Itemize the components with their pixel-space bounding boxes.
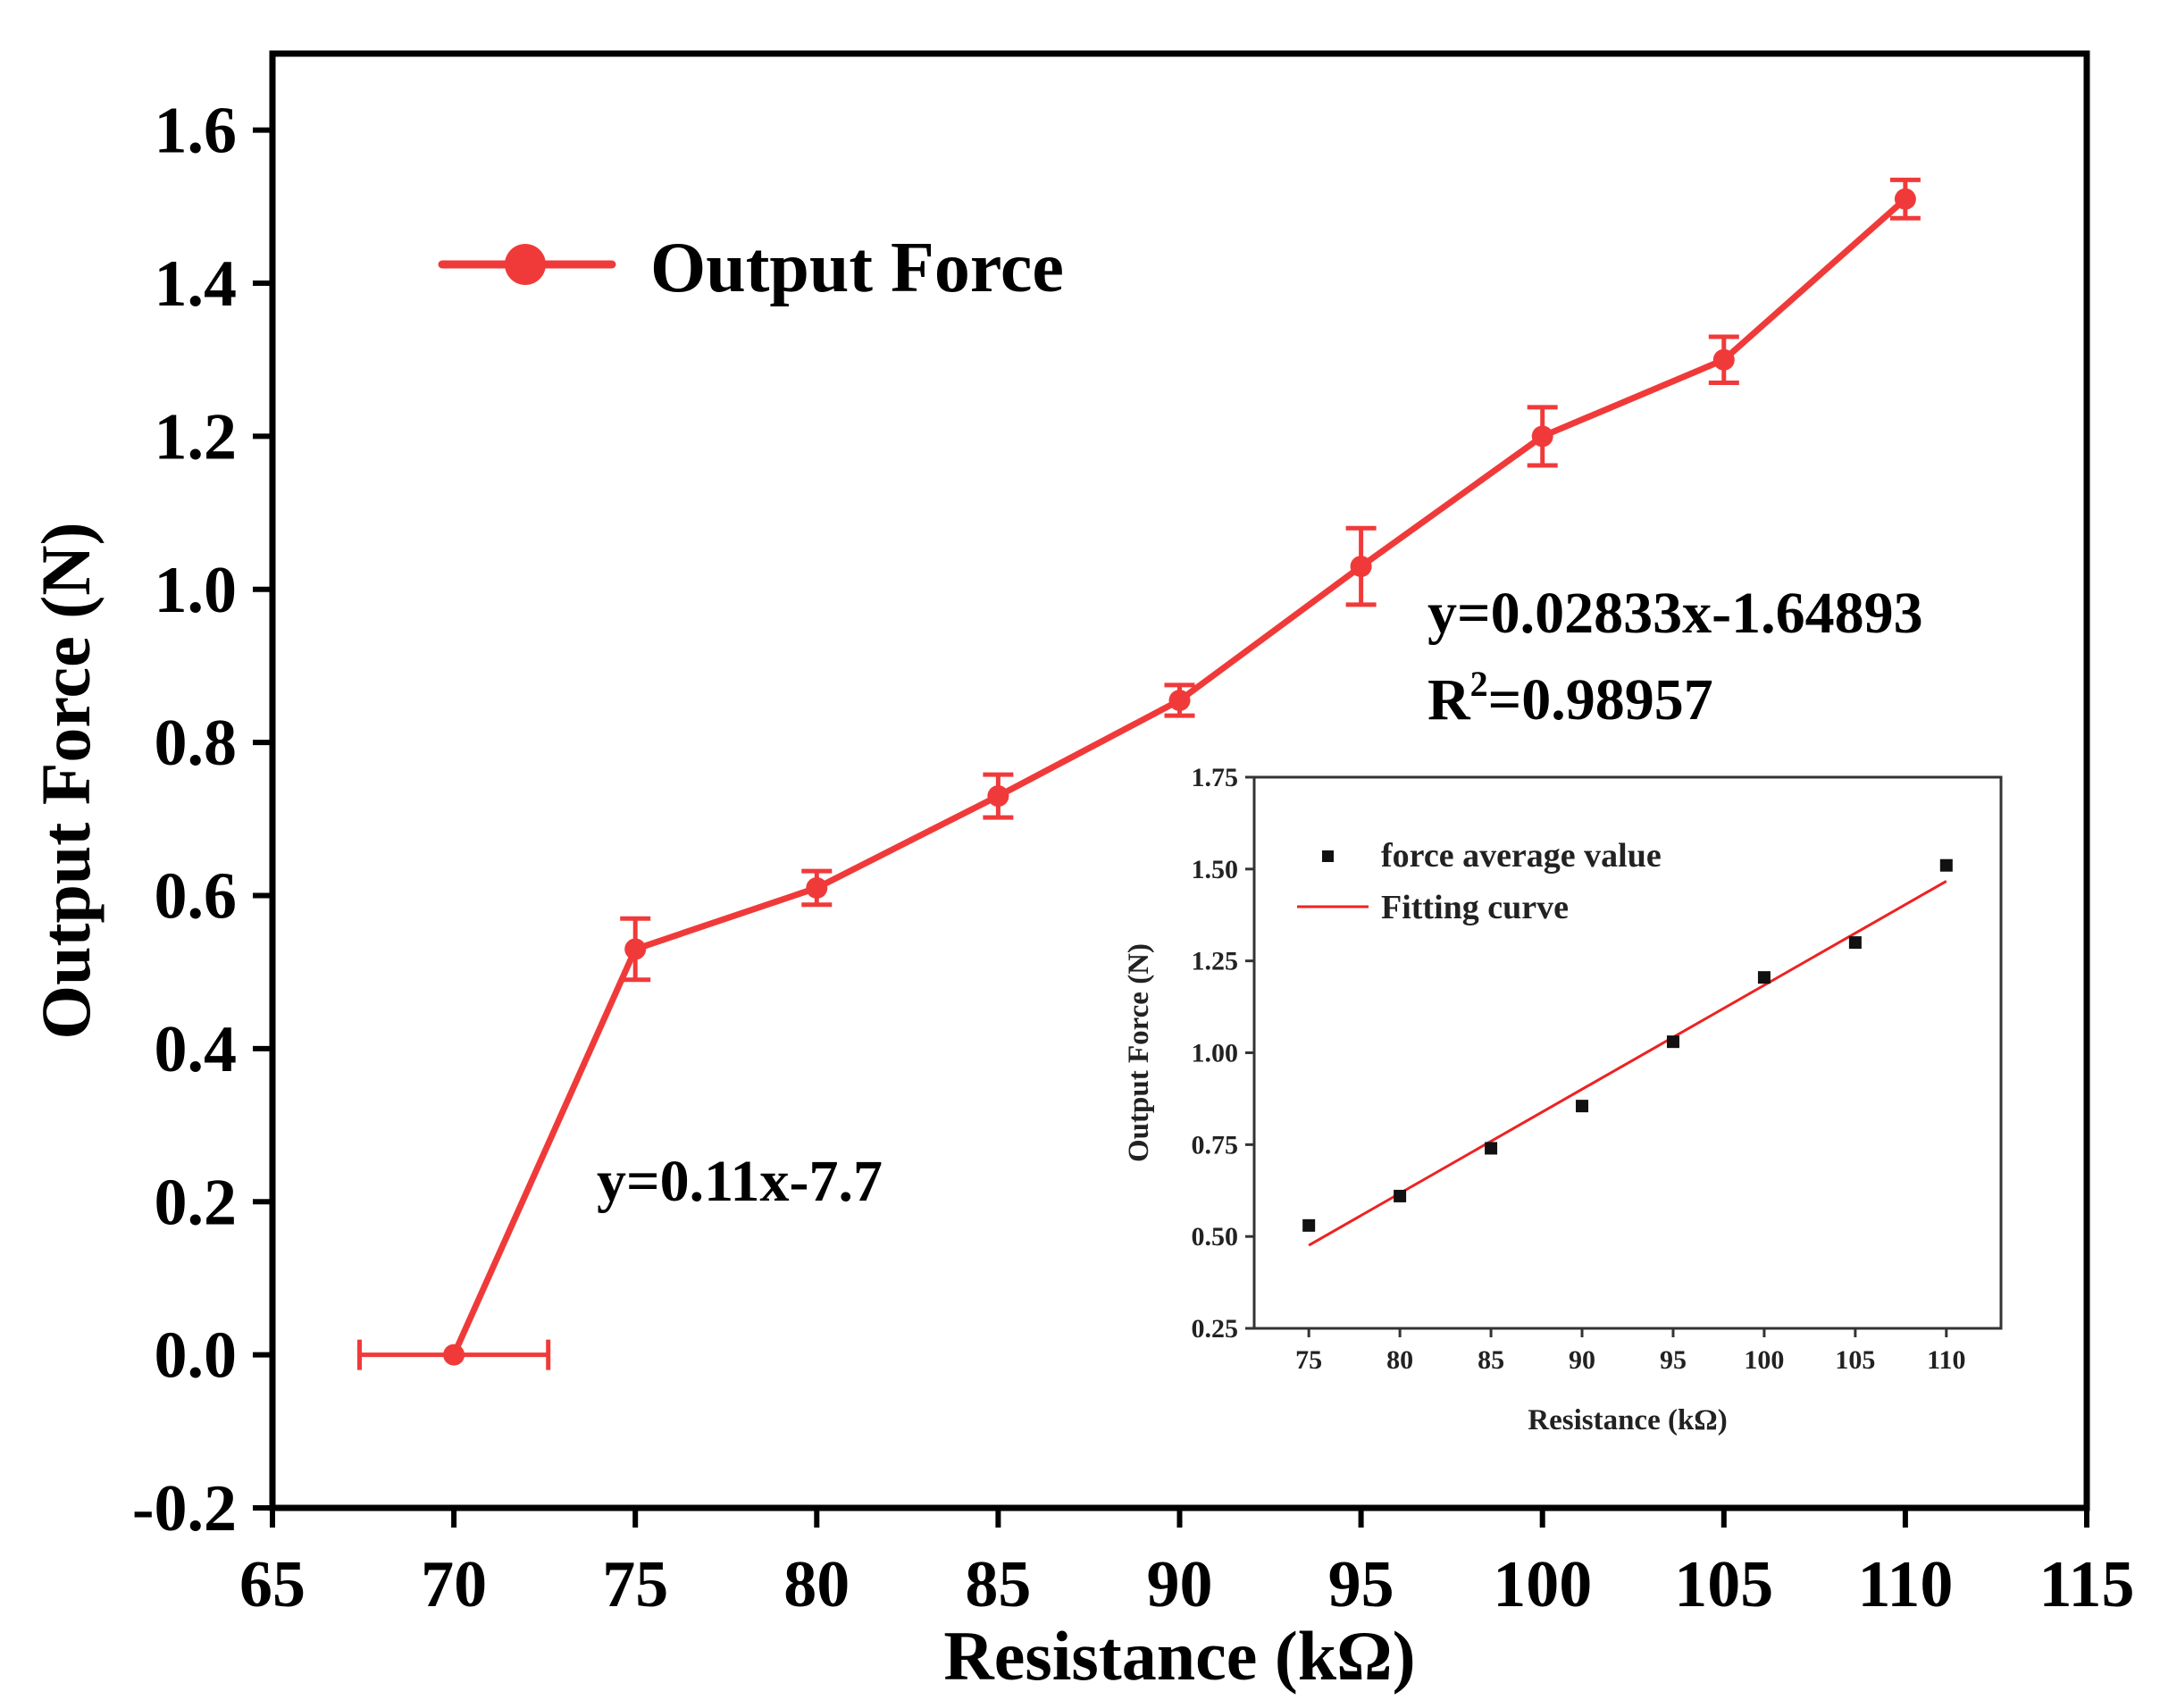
inset-y-tick-label: 1.50 bbox=[1192, 855, 1239, 884]
inset-fit-line bbox=[1308, 880, 1947, 1247]
x-tick-label: 115 bbox=[2039, 1548, 2135, 1621]
r-squared-value: =0.98957 bbox=[1488, 667, 1713, 733]
inset-data-point bbox=[1485, 1142, 1498, 1155]
x-tick-label: 70 bbox=[421, 1548, 487, 1621]
fit-equation: y=0.02833x-1.64893 bbox=[1427, 581, 1923, 646]
inset-x-axis-title: Resistance (kΩ) bbox=[1528, 1404, 1727, 1436]
inset-x-tick-label: 85 bbox=[1478, 1345, 1504, 1375]
r-squared: R2=0.98957 bbox=[1427, 664, 1713, 733]
x-tick-label: 110 bbox=[1857, 1548, 1953, 1621]
inset-data-point bbox=[1302, 1218, 1316, 1232]
y-tick-label: 1.4 bbox=[155, 247, 238, 321]
legend-label: Output Force bbox=[650, 229, 1064, 307]
data-point bbox=[1712, 348, 1735, 371]
y-tick-label: 1.0 bbox=[155, 554, 238, 627]
x-tick-label: 75 bbox=[602, 1548, 668, 1621]
data-point bbox=[1168, 690, 1191, 712]
x-tick-label: 95 bbox=[1328, 1548, 1394, 1621]
y-tick-label: 0.4 bbox=[155, 1013, 238, 1086]
inset-data-point bbox=[1757, 971, 1771, 984]
legend-marker bbox=[505, 244, 546, 285]
x-tick-label: 80 bbox=[783, 1548, 850, 1621]
x-tick-label: 105 bbox=[1674, 1548, 1773, 1621]
inset-x-tick-label: 95 bbox=[1660, 1345, 1687, 1375]
r-squared-prefix: R bbox=[1427, 667, 1471, 733]
segment-equation: y=0.11x-7.7 bbox=[597, 1149, 883, 1214]
inset-y-tick-label: 0.75 bbox=[1192, 1130, 1239, 1160]
x-tick-label: 85 bbox=[965, 1548, 1031, 1621]
inset-data-point bbox=[1939, 858, 1953, 872]
inset-x-tick-label: 110 bbox=[1927, 1345, 1965, 1375]
y-tick-label: 0.2 bbox=[155, 1166, 238, 1239]
data-point bbox=[1894, 188, 1916, 210]
data-point bbox=[1531, 425, 1553, 448]
data-point bbox=[806, 876, 828, 899]
inset-x-tick-label: 90 bbox=[1569, 1345, 1595, 1375]
y-tick-label: 0.6 bbox=[155, 860, 238, 934]
inset-x-tick-label: 105 bbox=[1835, 1345, 1875, 1375]
x-axis-title: Resistance (kΩ) bbox=[943, 1617, 1415, 1695]
data-point bbox=[624, 938, 647, 960]
y-tick-label: 0.8 bbox=[155, 707, 238, 780]
inset-y-tick-label: 1.75 bbox=[1192, 763, 1239, 792]
inset-y-tick-label: 1.00 bbox=[1192, 1039, 1239, 1068]
x-tick-label: 100 bbox=[1493, 1548, 1592, 1621]
x-tick-label: 90 bbox=[1147, 1548, 1213, 1621]
data-point bbox=[987, 785, 1009, 808]
inset-x-tick-label: 75 bbox=[1295, 1345, 1322, 1375]
inset-x-tick-label: 100 bbox=[1744, 1345, 1784, 1375]
y-tick-label: 1.6 bbox=[155, 95, 238, 168]
inset-data-point bbox=[1848, 936, 1862, 950]
r-squared-superscript: 2 bbox=[1470, 664, 1488, 704]
inset-data-point bbox=[1394, 1189, 1407, 1202]
inset-chart: 75 80 85 90 95 100 105 110 0.25 0.50 0.75 1.00 1.25 1… bbox=[1123, 763, 2003, 1436]
inset-y-tick-label: 0.50 bbox=[1192, 1222, 1239, 1252]
inset-legend-point-marker bbox=[1322, 850, 1334, 862]
y-tick-label: -0.2 bbox=[132, 1472, 237, 1545]
inset-data-point bbox=[1666, 1035, 1679, 1049]
data-point bbox=[443, 1344, 465, 1366]
main-chart: 65 70 75 80 85 90 95 100 105 110 115 -0.2 0.0 0.2 0.4 0… bbox=[27, 50, 2135, 1695]
y-axis-title: Output Force (N) bbox=[27, 522, 105, 1039]
legend: Output Force bbox=[438, 229, 1064, 307]
y-tick-label: 0.0 bbox=[155, 1319, 238, 1393]
inset-y-axis-title: Output Force (N) bbox=[1123, 943, 1155, 1162]
inset-x-tick-label: 80 bbox=[1386, 1345, 1413, 1375]
inset-y-tick-label: 1.25 bbox=[1192, 947, 1239, 976]
inset-legend: force average value Fitting curve bbox=[1297, 837, 1662, 926]
inset-data-point bbox=[1576, 1100, 1589, 1113]
data-point bbox=[1350, 556, 1372, 578]
y-tick-label: 1.2 bbox=[155, 400, 238, 473]
inset-y-tick-label: 0.25 bbox=[1192, 1314, 1239, 1344]
x-tick-label: 65 bbox=[239, 1548, 306, 1621]
inset-legend-points-label: force average value bbox=[1381, 837, 1662, 875]
inset-legend-fit-label: Fitting curve bbox=[1381, 889, 1569, 926]
